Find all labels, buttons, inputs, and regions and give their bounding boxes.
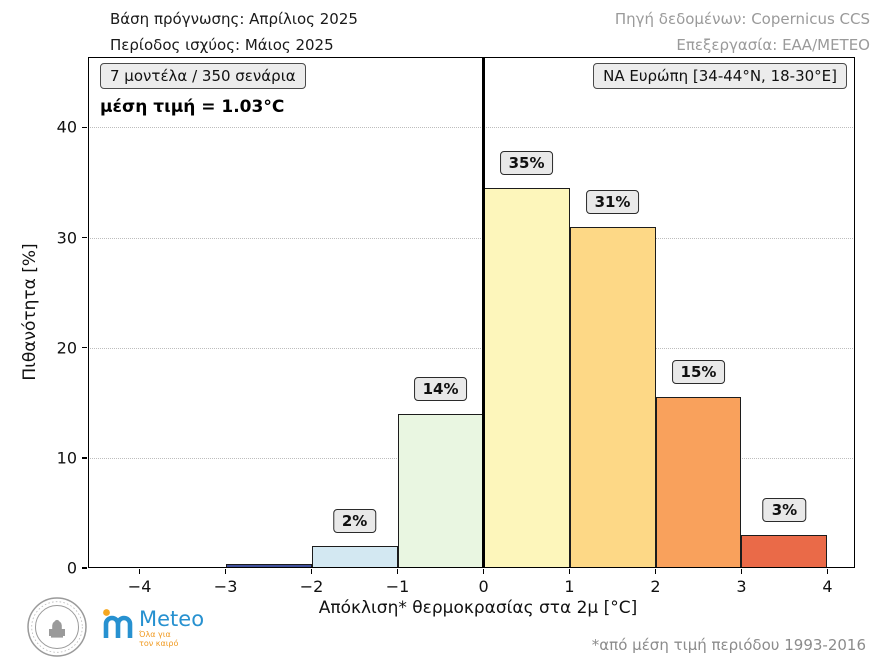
x-tick-mark — [482, 569, 485, 574]
histogram-bar — [225, 563, 312, 568]
histogram-bar — [397, 413, 484, 568]
bar-value-label: 2% — [332, 508, 377, 533]
x-tick-label: 1 — [564, 577, 575, 596]
header-left: Βάση πρόγνωσης: Απρίλιος 2025 Περίοδος ι… — [110, 6, 358, 58]
gridline — [88, 237, 855, 239]
y-tick-mark — [82, 236, 87, 239]
gridline — [88, 347, 855, 349]
observatory-logo — [26, 596, 88, 662]
plot-area: 2% 14% 35% 31% 15% 3% — [88, 57, 855, 568]
x-axis-label: Απόκλιση* θερμοκρασίας στα 2μ [°C] — [318, 598, 638, 618]
x-tick-mark — [396, 569, 399, 574]
meteo-m-icon — [103, 609, 133, 638]
processing-text: Επεξεργασία: ΕΑΑ/ΜΕΤΕΟ — [676, 36, 870, 54]
histogram-bar — [483, 188, 570, 568]
bar-value-label: 31% — [585, 189, 640, 214]
y-tick-mark — [82, 346, 87, 349]
y-tick-mark — [82, 126, 87, 129]
y-axis-label: Πιθανότητα [%] — [20, 243, 40, 381]
meteo-logo: Meteo Όλα για τον καιρό — [102, 608, 204, 648]
meteo-tagline-line2: τον καιρό — [139, 639, 179, 648]
y-tick-label: 30 — [56, 228, 77, 248]
x-tick-mark — [826, 569, 829, 574]
histogram-bar — [741, 534, 828, 568]
y-tick-label: 40 — [56, 117, 77, 137]
mean-value-text: μέση τιμή = 1.03°C — [100, 97, 285, 117]
histogram-bar — [311, 545, 398, 568]
x-tick-label: −2 — [299, 577, 324, 596]
x-tick-label: 2 — [650, 577, 661, 596]
valid-period-text: Περίοδος ισχύος: Μάιος 2025 — [110, 36, 334, 54]
x-tick-label: −4 — [127, 577, 152, 596]
bar-value-label: 3% — [762, 497, 807, 522]
meteo-tagline-line1: Όλα για — [139, 630, 171, 639]
zero-reference-line — [482, 57, 485, 568]
y-tick-mark — [82, 567, 87, 569]
x-tick-mark — [740, 569, 743, 574]
header-right: Πηγή δεδομένων: Copernicus CCS Επεξεργασ… — [615, 6, 870, 58]
bar-value-label: 15% — [671, 360, 726, 385]
histogram-bar — [569, 226, 656, 568]
y-tick-mark — [82, 457, 87, 459]
models-box: 7 μοντέλα / 350 σενάρια — [100, 63, 306, 89]
footnote-text: *από μέση τιμή περιόδου 1993-2016 — [591, 636, 866, 654]
x-tick-label: 4 — [822, 577, 833, 596]
x-tick-mark — [654, 569, 657, 574]
region-box: ΝΑ Ευρώπη [34-44°N, 18-30°E] — [593, 63, 847, 89]
y-tick-label: 0 — [66, 558, 77, 578]
meteo-text-block: Meteo Όλα για τον καιρό — [139, 608, 204, 648]
x-tick-label: −3 — [213, 577, 238, 596]
x-tick-label: −1 — [385, 577, 410, 596]
x-tick-mark — [310, 569, 313, 574]
x-tick-mark — [568, 569, 571, 574]
y-tick-label: 20 — [56, 338, 77, 358]
x-tick-mark — [224, 569, 227, 574]
histogram-bar — [655, 397, 742, 568]
x-tick-label: 0 — [478, 577, 489, 596]
data-source-text: Πηγή δεδομένων: Copernicus CCS — [614, 10, 870, 28]
observatory-seal-icon — [27, 597, 87, 657]
x-tick-mark — [138, 569, 141, 574]
forecast-basis-text: Βάση πρόγνωσης: Απρίλιος 2025 — [110, 10, 358, 28]
meteo-wordmark: Meteo — [139, 607, 205, 631]
bar-value-label: 14% — [413, 376, 468, 401]
gridline — [88, 127, 855, 129]
y-tick-label: 10 — [56, 448, 77, 468]
bar-value-label: 35% — [499, 151, 554, 176]
x-tick-label: 3 — [736, 577, 747, 596]
